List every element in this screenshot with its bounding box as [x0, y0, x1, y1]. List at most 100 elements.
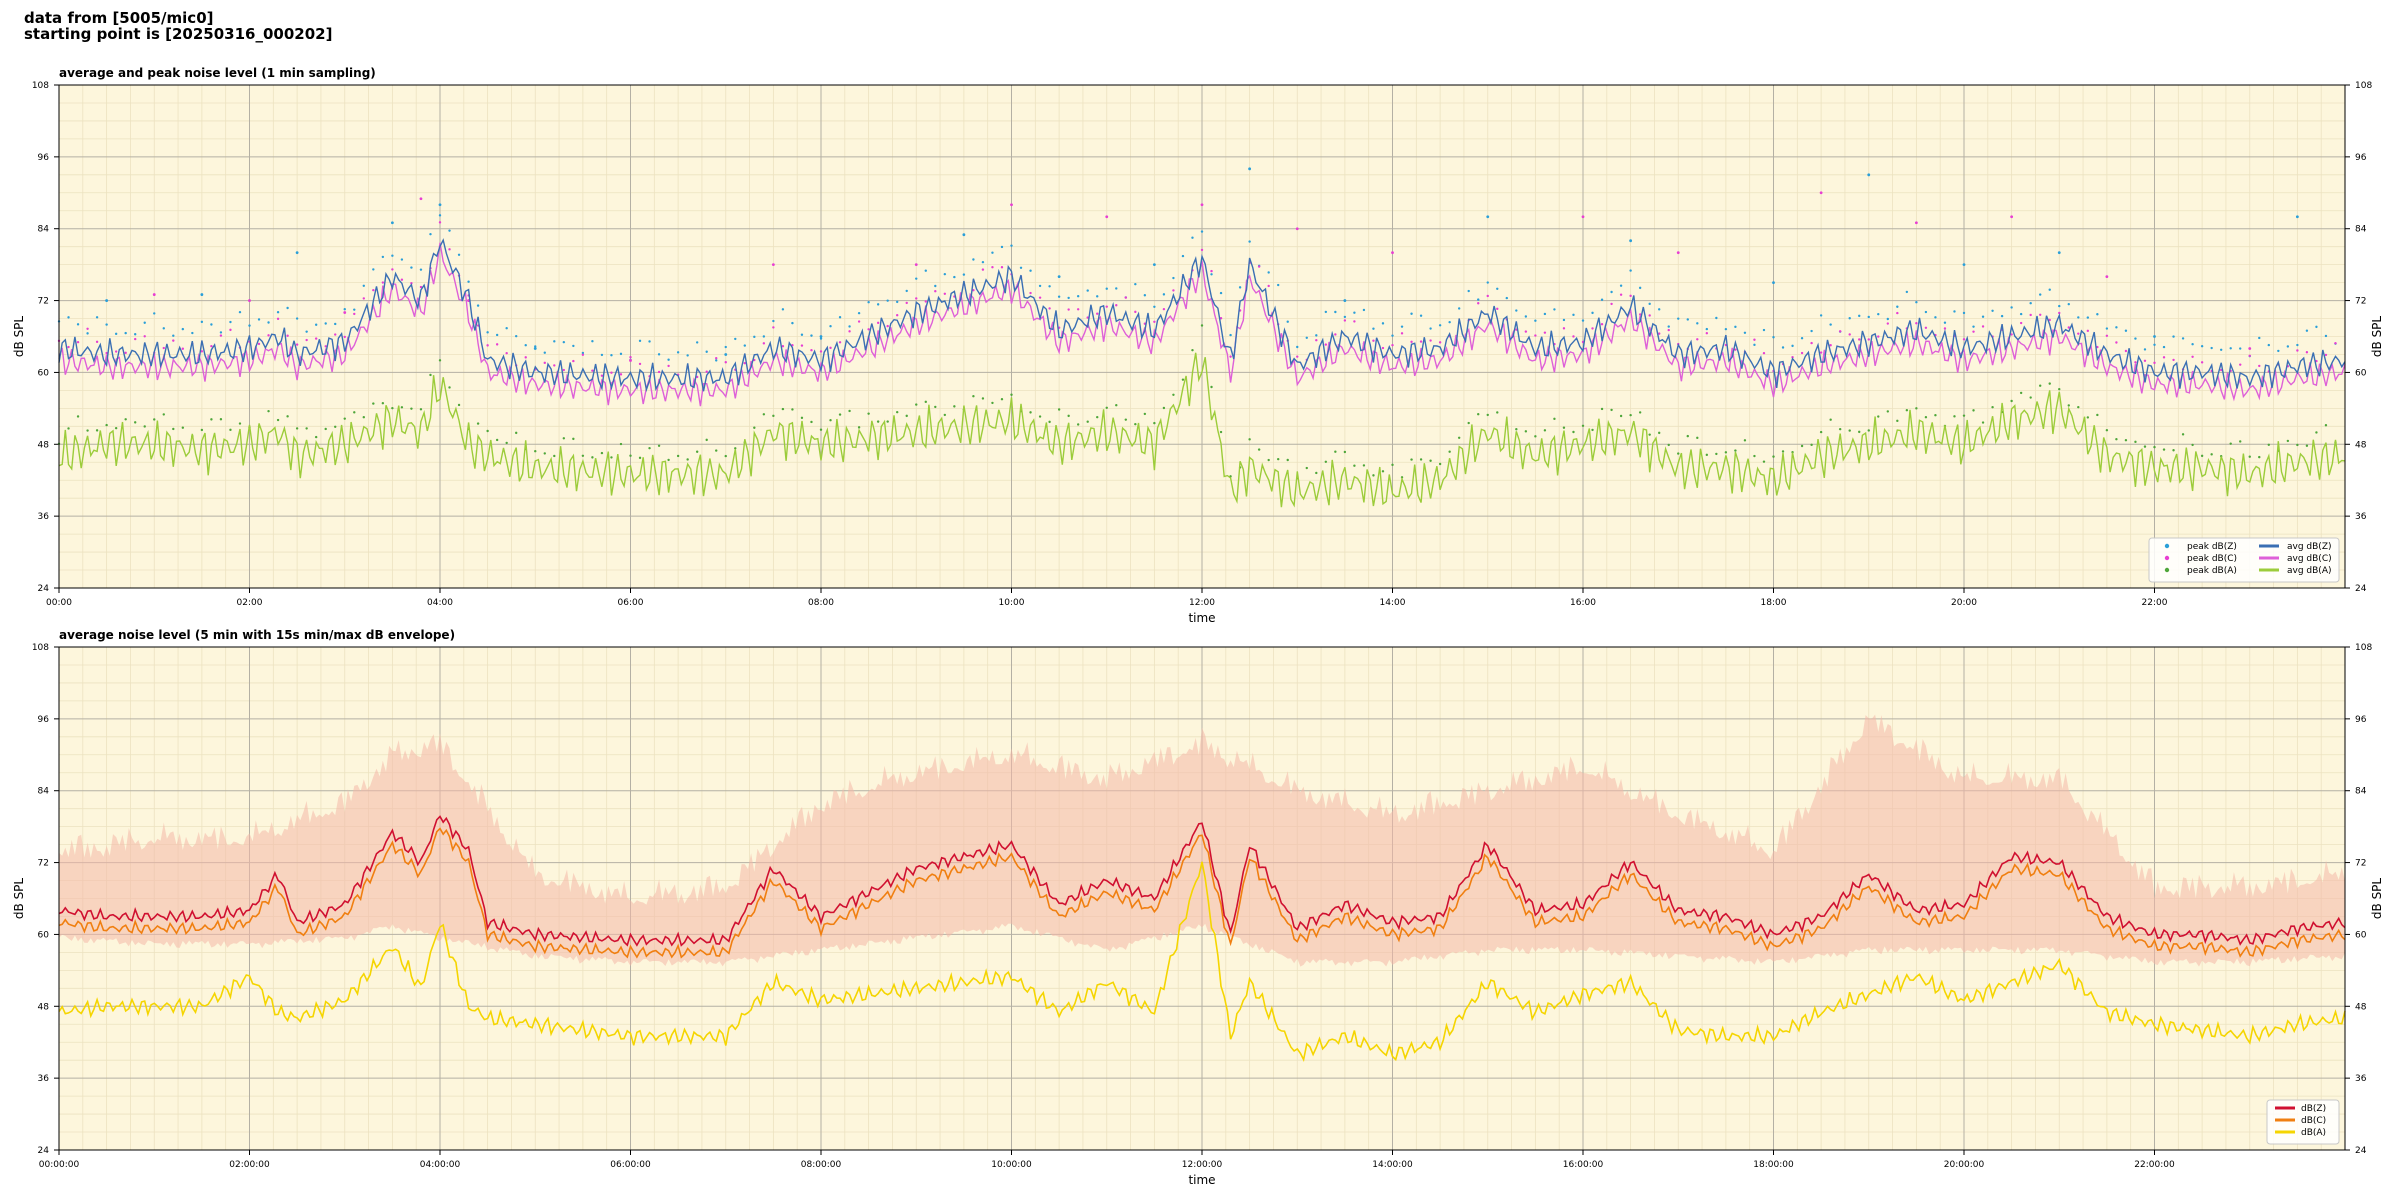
- peak-a-point: [2153, 445, 2156, 449]
- peak-z-point: [2058, 304, 2061, 308]
- peak-a-point: [800, 416, 804, 420]
- peak-a-point: [105, 423, 108, 427]
- min-max-envelope: [59, 714, 2345, 967]
- peak-z-point: [686, 354, 689, 357]
- y-tick-label-right: 72: [2355, 297, 2366, 307]
- peak-z-point: [362, 284, 365, 288]
- peak-c-point: [1800, 351, 1804, 355]
- peak-a-point: [143, 425, 146, 428]
- peak-a-point: [1762, 460, 1766, 463]
- peak-spike-point: [200, 293, 204, 296]
- peak-a-point: [1972, 409, 1975, 412]
- peak-z-point: [657, 353, 661, 356]
- peak-a-point: [1962, 414, 1966, 417]
- peak-spike-point: [1105, 215, 1109, 219]
- peak-c-point: [838, 341, 842, 344]
- peak-c-point: [1810, 341, 1813, 345]
- peak-c-point: [381, 281, 385, 284]
- peak-z-point: [1791, 344, 1794, 348]
- x-tick-label: 16:00: [1570, 598, 1596, 608]
- peak-a-point: [1600, 407, 1604, 411]
- peak-c-point: [2067, 326, 2070, 329]
- peak-a-point: [305, 427, 308, 430]
- peak-z-point: [210, 323, 213, 326]
- peak-c-point: [2096, 345, 2099, 349]
- peak-a-point: [676, 454, 680, 458]
- peak-c-point: [2153, 361, 2156, 365]
- peak-c-point: [781, 345, 785, 348]
- peak-c-point: [553, 364, 556, 367]
- plot-frame: [58, 84, 2346, 589]
- peak-spike-point: [343, 311, 347, 314]
- x-tick-label: 00:00: [46, 598, 72, 608]
- peak-spike-point: [1057, 275, 1061, 279]
- peak-z-point: [1353, 311, 1356, 314]
- peak-z-point: [391, 254, 394, 257]
- peak-a-point: [1076, 423, 1080, 426]
- peak-a-point: [619, 442, 623, 446]
- peak-c-point: [2058, 311, 2061, 315]
- peak-z-point: [429, 232, 432, 236]
- peak-z-point: [934, 284, 937, 288]
- peak-a-point: [572, 437, 575, 441]
- y-tick-label-right: 36: [2355, 1074, 2367, 1084]
- peak-c-point: [1619, 293, 1623, 296]
- peak-c-point: [438, 221, 442, 224]
- peak-z-point: [1877, 312, 1880, 316]
- peak-a-point: [2172, 449, 2175, 452]
- peak-c-point: [2048, 318, 2051, 322]
- peak-c-point: [819, 350, 823, 353]
- chart-avg-peak-noise: 24 24 36 36 48 48 60 60 72 72 84 84 96 96 108 108 00:00 0…: [12, 66, 2384, 625]
- peak-z-point: [1696, 322, 1699, 325]
- peak-a-point: [162, 413, 165, 416]
- peak-c-point: [76, 340, 80, 344]
- peak-c-point: [2324, 353, 2328, 357]
- peak-c-point: [1296, 355, 1299, 358]
- x-tick-label: 22:00:00: [2134, 1160, 2175, 1170]
- peak-z-point: [219, 331, 223, 334]
- peak-z-point: [86, 332, 89, 335]
- peak-a-point: [1848, 429, 1851, 432]
- peak-c-point: [1572, 335, 1575, 338]
- peak-z-point: [67, 316, 70, 319]
- peak-a-point: [1248, 438, 1251, 441]
- peak-c-point: [1762, 351, 1766, 355]
- peak-z-point: [2277, 349, 2280, 353]
- peak-z-point: [1915, 301, 1918, 304]
- peak-c-point: [905, 301, 908, 305]
- peak-c-point: [772, 326, 775, 329]
- peak-c-point: [2010, 333, 2013, 336]
- peak-c-point: [286, 334, 289, 337]
- peak-z-point: [1905, 290, 1909, 294]
- peak-z-point: [438, 214, 442, 217]
- peak-c-point: [2134, 361, 2137, 364]
- peak-z-point: [753, 335, 756, 339]
- peak-c-point: [1658, 332, 1661, 335]
- peak-z-point: [2153, 343, 2156, 346]
- y-tick-label-left: 24: [38, 1146, 50, 1156]
- peak-spike-point: [724, 353, 728, 356]
- peak-z-point: [1715, 316, 1718, 320]
- peak-a-point: [1819, 430, 1823, 434]
- peak-z-point: [105, 323, 108, 326]
- legend-marker: [2164, 543, 2170, 549]
- peak-a-point: [534, 450, 537, 453]
- peak-z-point: [1172, 276, 1175, 280]
- peak-z-point: [200, 320, 204, 324]
- y-tick-label-right: 24: [2355, 1146, 2367, 1156]
- peak-z-point: [1267, 271, 1270, 274]
- peak-spike-point: [1867, 173, 1871, 177]
- peak-c-point: [391, 268, 394, 271]
- peak-a-point: [2067, 404, 2070, 407]
- peak-c-point: [1753, 338, 1756, 341]
- x-tick-label: 20:00: [1951, 598, 1977, 608]
- peak-z-point: [876, 303, 880, 306]
- peak-z-point: [76, 323, 80, 326]
- peak-a-point: [1772, 455, 1775, 458]
- peak-z-point: [2143, 348, 2147, 351]
- peak-a-point: [772, 414, 775, 418]
- peak-a-point: [1638, 411, 1642, 414]
- peak-a-point: [353, 411, 356, 414]
- peak-z-point: [1638, 286, 1642, 290]
- peak-a-point: [1191, 348, 1194, 352]
